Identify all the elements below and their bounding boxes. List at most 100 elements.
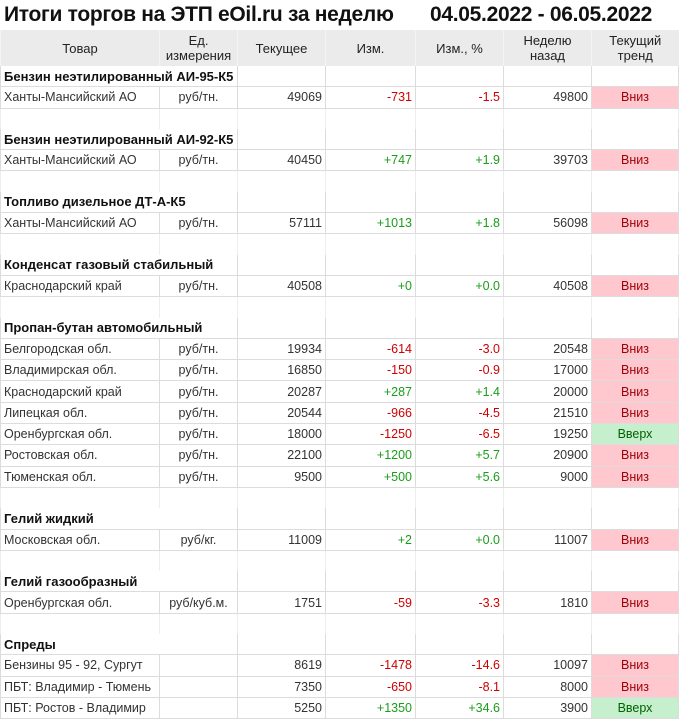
- empty-cell: [325, 233, 416, 255]
- column-header: Изм., %: [415, 30, 504, 66]
- table-row: Московская обл. руб/кг. 11009 +2 +0.0 11007 Вн…: [0, 528, 679, 551]
- unit-cell: руб/кг.: [159, 528, 238, 551]
- section-header-row: Гелий газообразный: [0, 571, 679, 593]
- change-percent-cell: -3.0: [415, 337, 504, 361]
- section-title: Гелий жидкий: [0, 508, 238, 530]
- week-ago-cell: 20000: [503, 380, 592, 403]
- trend-cell: Вниз: [591, 528, 679, 551]
- blank-row: [0, 233, 679, 255]
- empty-cell: [503, 296, 592, 318]
- header-row: Товар Ед. измерения Текущее Изм. Изм., % Недел…: [0, 30, 679, 66]
- change-cell: -614: [325, 337, 416, 361]
- unit-cell: [159, 696, 238, 720]
- current-value-cell: 20287: [237, 380, 326, 403]
- current-value-cell: 57111: [237, 212, 326, 235]
- change-cell: +2: [325, 528, 416, 551]
- change-percent-cell: +1.8: [415, 212, 504, 235]
- section-header-row: Гелий жидкий: [0, 508, 679, 530]
- product-cell: Ханты-Мансийский АО: [0, 86, 160, 109]
- week-ago-cell: 19250: [503, 423, 592, 446]
- change-cell: +747: [325, 149, 416, 172]
- table-row: Ханты-Мансийский АО руб/тн. 40450 +747 +1.9 3…: [0, 149, 679, 172]
- unit-cell: руб/тн.: [159, 444, 238, 467]
- change-cell: +1013: [325, 212, 416, 235]
- empty-cell: [159, 170, 238, 192]
- change-cell: +500: [325, 465, 416, 488]
- column-header: Текущий тренд: [591, 30, 679, 66]
- empty-cell: [325, 128, 416, 151]
- blank-row: [0, 296, 679, 318]
- empty-cell: [325, 108, 416, 129]
- table-row: Ханты-Мансийский АО руб/тн. 49069 -731 -1.5 4…: [0, 86, 679, 109]
- section-header-row: Бензин неэтилированный АИ-95-К5: [0, 66, 679, 88]
- change-percent-cell: +5.7: [415, 444, 504, 467]
- empty-cell: [415, 487, 504, 509]
- empty-cell: [325, 550, 416, 572]
- empty-cell: [237, 317, 326, 339]
- change-cell: -1478: [325, 654, 416, 677]
- section-title: Пропан-бутан автомобильный: [0, 317, 238, 339]
- product-cell: ПБТ: Ростов - Владимир: [0, 696, 160, 720]
- product-cell: Краснодарский край: [0, 274, 160, 298]
- section-title: Бензин неэтилированный АИ-92-К5: [0, 128, 238, 151]
- empty-cell: [325, 613, 416, 635]
- empty-cell: [237, 66, 326, 88]
- table-row: Оренбургская обл. руб/тн. 18000 -1250 -6.5 19…: [0, 423, 679, 446]
- empty-cell: [237, 508, 326, 530]
- week-ago-cell: 9000: [503, 465, 592, 488]
- current-value-cell: 9500: [237, 465, 326, 488]
- week-ago-cell: 10097: [503, 654, 592, 677]
- change-percent-cell: -3.3: [415, 591, 504, 614]
- product-cell: Оренбургская обл.: [0, 591, 160, 614]
- unit-cell: руб/тн.: [159, 86, 238, 109]
- empty-cell: [591, 550, 679, 572]
- trend-cell: Вниз: [591, 149, 679, 172]
- week-ago-cell: 17000: [503, 359, 592, 382]
- product-cell: Московская обл.: [0, 528, 160, 551]
- empty-cell: [237, 487, 326, 509]
- empty-cell: [503, 66, 592, 88]
- empty-cell: [415, 191, 504, 214]
- empty-cell: [325, 317, 416, 339]
- column-header: Ед. измерения: [159, 30, 238, 66]
- trading-results-table: Товар Ед. измерения Текущее Изм. Изм., % Недел…: [0, 30, 679, 720]
- empty-cell: [325, 634, 416, 656]
- table-row: Краснодарский край руб/тн. 20287 +287 +1.4 20…: [0, 380, 679, 403]
- trend-cell: Вниз: [591, 337, 679, 361]
- empty-cell: [415, 571, 504, 593]
- empty-cell: [325, 170, 416, 192]
- empty-cell: [415, 66, 504, 88]
- product-cell: Ханты-Мансийский АО: [0, 149, 160, 172]
- empty-cell: [503, 254, 592, 276]
- empty-cell: [325, 508, 416, 530]
- unit-cell: руб/тн.: [159, 149, 238, 172]
- empty-cell: [503, 487, 592, 509]
- empty-cell: [503, 128, 592, 151]
- change-percent-cell: -1.5: [415, 86, 504, 109]
- empty-cell: [415, 233, 504, 255]
- empty-cell: [0, 170, 160, 192]
- empty-cell: [159, 550, 238, 572]
- empty-cell: [237, 634, 326, 656]
- unit-cell: руб/куб.м.: [159, 591, 238, 614]
- change-cell: -1250: [325, 423, 416, 446]
- table-row: ПБТ: Владимир - Тюмень 7350 -650 -8.1 8000 Вн…: [0, 675, 679, 698]
- empty-cell: [591, 613, 679, 635]
- trend-cell: Вниз: [591, 359, 679, 382]
- blank-row: [0, 613, 679, 635]
- section-header-row: Спреды: [0, 634, 679, 656]
- change-percent-cell: -4.5: [415, 401, 504, 425]
- section-title: Бензин неэтилированный АИ-95-К5: [0, 66, 238, 88]
- table-row: Ханты-Мансийский АО руб/тн. 57111 +1013 +1.8…: [0, 212, 679, 235]
- empty-cell: [237, 296, 326, 318]
- current-value-cell: 1751: [237, 591, 326, 614]
- empty-cell: [0, 487, 160, 509]
- trend-cell: Вниз: [591, 212, 679, 235]
- empty-cell: [159, 296, 238, 318]
- trend-cell: Вниз: [591, 274, 679, 298]
- unit-cell: руб/тн.: [159, 380, 238, 403]
- section-header-row: Бензин неэтилированный АИ-92-К5: [0, 128, 679, 151]
- table-row: Ростовская обл. руб/тн. 22100 +1200 +5.7 2090…: [0, 444, 679, 467]
- column-header: Товар: [0, 30, 160, 66]
- empty-cell: [237, 191, 326, 214]
